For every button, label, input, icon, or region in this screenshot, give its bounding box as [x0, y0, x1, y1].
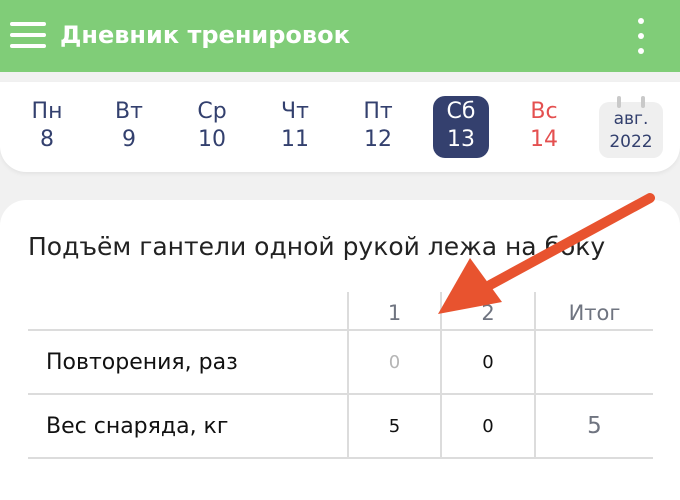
app-bar: Дневник тренировок: [0, 0, 680, 72]
day-name: Сб: [446, 99, 476, 124]
weight-total: 5: [534, 393, 653, 459]
table-row: Повторения, раз 0 0: [28, 329, 653, 394]
day-wed[interactable]: Ср 10: [184, 98, 240, 158]
day-mon[interactable]: Пн 8: [19, 98, 75, 158]
day-name: Чт: [281, 99, 309, 124]
day-number: 12: [364, 127, 392, 152]
day-name: Вс: [530, 99, 558, 124]
day-sun[interactable]: Вс 14: [516, 98, 572, 158]
day-name: Вт: [115, 99, 143, 124]
sets-table: 1 2 Итог Повторения, раз 0 0 Вес снаряда…: [28, 292, 653, 459]
exercise-card: Подъём гантели одной рукой лежа на боку …: [0, 200, 680, 500]
more-vert-icon[interactable]: [637, 18, 645, 54]
weight-set-2-input[interactable]: 0: [440, 393, 535, 459]
day-number: 14: [530, 127, 558, 152]
day-thu[interactable]: Чт 11: [267, 98, 323, 158]
week-strip: Пн 8 Вт 9 Ср 10 Чт 11 Пт 12 Сб 13 Вс 14 авг. 202…: [0, 82, 680, 172]
table-header: 1 2 Итог: [28, 292, 653, 330]
row-label: Повторения, раз: [28, 329, 348, 394]
day-number: 9: [122, 127, 136, 152]
weight-set-1-input[interactable]: 5: [347, 393, 441, 459]
col-total: Итог: [534, 292, 653, 330]
exercise-title: Подъём гантели одной рукой лежа на боку: [28, 232, 606, 261]
year-label: 2022: [609, 132, 653, 152]
day-name: Пн: [31, 99, 63, 124]
day-fri[interactable]: Пт 12: [350, 98, 406, 158]
app-title: Дневник тренировок: [60, 21, 350, 49]
hamburger-icon[interactable]: [10, 22, 46, 48]
reps-set-2-input[interactable]: 0: [440, 329, 535, 394]
calendar-month-button[interactable]: авг. 2022: [599, 96, 663, 158]
day-number: 11: [281, 127, 309, 152]
day-number: 13: [447, 127, 475, 152]
table-row: Вес снаряда, кг 5 0 5: [28, 393, 653, 459]
month-label: авг.: [613, 109, 649, 129]
day-tue[interactable]: Вт 9: [101, 98, 157, 158]
day-number: 8: [40, 127, 54, 152]
row-label: Вес снаряда, кг: [28, 393, 348, 459]
annotation-arrow-icon: [438, 193, 655, 314]
reps-total: [534, 329, 653, 394]
day-number: 10: [198, 127, 226, 152]
reps-set-1-input[interactable]: 0: [347, 329, 441, 394]
day-sat-selected[interactable]: Сб 13: [433, 96, 489, 158]
day-name: Ср: [197, 99, 227, 124]
day-name: Пт: [363, 99, 393, 124]
col-set-1: 1: [347, 292, 441, 330]
